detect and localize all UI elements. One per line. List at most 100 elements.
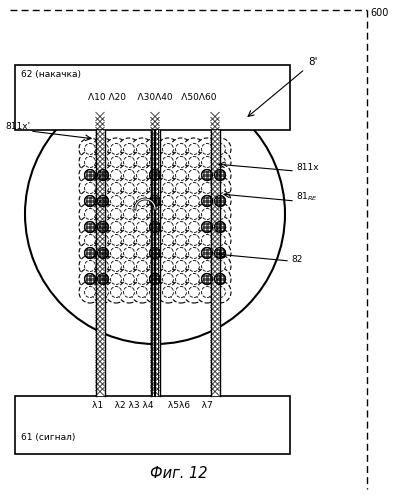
Circle shape	[183, 242, 205, 264]
Circle shape	[92, 203, 114, 225]
Circle shape	[105, 242, 127, 264]
Circle shape	[105, 268, 127, 290]
Circle shape	[162, 235, 173, 246]
Circle shape	[131, 281, 153, 303]
Circle shape	[92, 216, 114, 238]
Circle shape	[105, 281, 127, 303]
Circle shape	[79, 203, 101, 225]
Circle shape	[209, 216, 231, 238]
Circle shape	[214, 209, 225, 220]
Circle shape	[137, 286, 148, 297]
Circle shape	[150, 170, 160, 181]
Circle shape	[118, 164, 140, 186]
Circle shape	[162, 286, 173, 297]
Circle shape	[183, 190, 205, 212]
Circle shape	[123, 260, 135, 271]
Circle shape	[214, 273, 225, 284]
Circle shape	[162, 273, 173, 284]
Circle shape	[189, 273, 200, 284]
Circle shape	[202, 248, 212, 258]
Circle shape	[92, 177, 114, 199]
Bar	[96, 130, 104, 396]
Circle shape	[110, 183, 121, 194]
Circle shape	[25, 84, 285, 344]
Circle shape	[202, 209, 212, 220]
Circle shape	[189, 248, 200, 258]
Circle shape	[144, 151, 166, 173]
Circle shape	[209, 177, 231, 199]
Circle shape	[214, 248, 225, 258]
Circle shape	[189, 235, 200, 246]
Circle shape	[202, 183, 212, 194]
Circle shape	[202, 144, 212, 155]
Circle shape	[196, 138, 218, 160]
Circle shape	[157, 268, 179, 290]
Circle shape	[202, 196, 212, 207]
Circle shape	[150, 222, 160, 233]
Circle shape	[137, 183, 148, 194]
Circle shape	[183, 216, 205, 238]
Text: 82: 82	[291, 254, 303, 263]
Circle shape	[189, 209, 200, 220]
Circle shape	[131, 229, 153, 251]
Text: 8': 8'	[308, 57, 318, 67]
Circle shape	[79, 151, 101, 173]
Circle shape	[105, 203, 127, 225]
Circle shape	[170, 203, 192, 225]
Circle shape	[209, 229, 231, 251]
Circle shape	[92, 138, 114, 160]
Circle shape	[85, 248, 96, 258]
Circle shape	[183, 255, 205, 277]
Circle shape	[98, 286, 108, 297]
Circle shape	[144, 255, 166, 277]
Circle shape	[118, 203, 140, 225]
Circle shape	[118, 190, 140, 212]
Circle shape	[196, 281, 218, 303]
Circle shape	[170, 190, 192, 212]
Circle shape	[157, 203, 179, 225]
Circle shape	[157, 190, 179, 212]
Circle shape	[92, 229, 114, 251]
Circle shape	[196, 255, 218, 277]
Circle shape	[209, 138, 231, 160]
Circle shape	[105, 255, 127, 277]
Circle shape	[98, 248, 108, 258]
Circle shape	[214, 260, 225, 271]
Circle shape	[196, 268, 218, 290]
Circle shape	[202, 260, 212, 271]
Circle shape	[118, 242, 140, 264]
Circle shape	[98, 157, 108, 168]
Circle shape	[170, 164, 192, 186]
Circle shape	[150, 144, 160, 155]
Circle shape	[150, 209, 160, 220]
Circle shape	[105, 164, 127, 186]
Circle shape	[92, 255, 114, 277]
Circle shape	[118, 229, 140, 251]
Circle shape	[105, 216, 127, 238]
Circle shape	[175, 196, 187, 207]
Circle shape	[170, 138, 192, 160]
Circle shape	[150, 248, 160, 258]
Bar	[150, 130, 160, 396]
Circle shape	[202, 157, 212, 168]
Circle shape	[214, 235, 225, 246]
Circle shape	[79, 190, 101, 212]
Circle shape	[189, 144, 200, 155]
Circle shape	[175, 273, 187, 284]
Circle shape	[79, 281, 101, 303]
Circle shape	[150, 157, 160, 168]
Circle shape	[137, 248, 148, 258]
Circle shape	[196, 177, 218, 199]
Circle shape	[118, 216, 140, 238]
Circle shape	[162, 248, 173, 258]
Circle shape	[118, 268, 140, 290]
Circle shape	[170, 255, 192, 277]
Circle shape	[79, 229, 101, 251]
Circle shape	[144, 268, 166, 290]
Circle shape	[183, 229, 205, 251]
Circle shape	[196, 242, 218, 264]
Circle shape	[85, 273, 96, 284]
Text: 61 (сигнал): 61 (сигнал)	[21, 433, 75, 442]
Circle shape	[137, 196, 148, 207]
Circle shape	[162, 196, 173, 207]
